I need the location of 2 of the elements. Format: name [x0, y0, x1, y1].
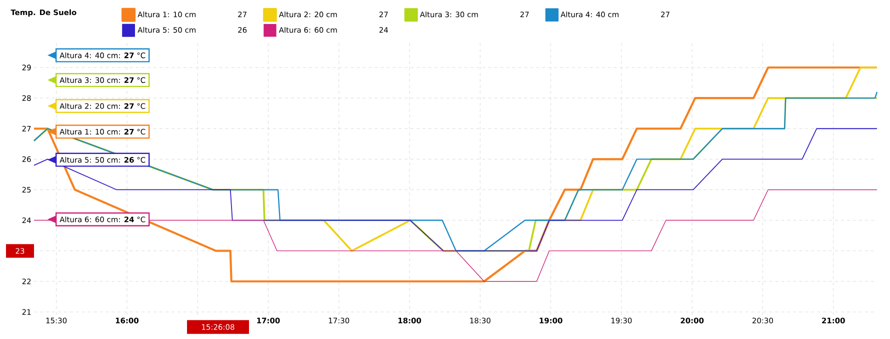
line-series — [34, 128, 878, 252]
line-series — [34, 189, 878, 282]
